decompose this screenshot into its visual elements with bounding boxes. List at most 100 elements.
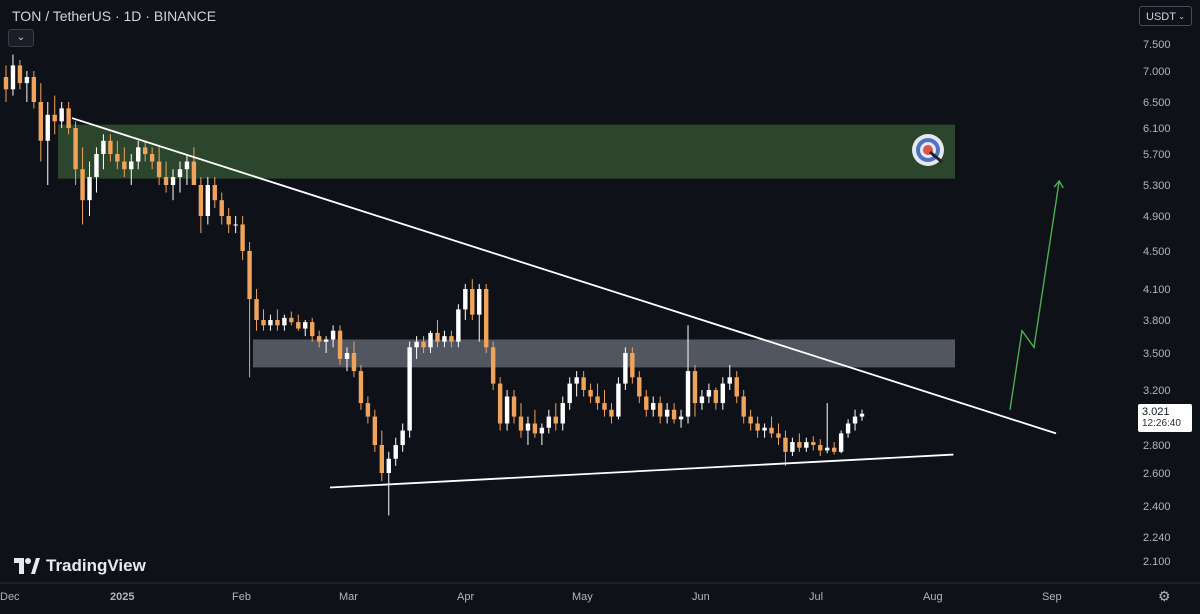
candle (261, 309, 266, 331)
candle (73, 121, 78, 185)
candle-body (358, 371, 364, 404)
candle-body (699, 396, 705, 404)
candle-body (38, 102, 43, 141)
candle-body (483, 289, 489, 348)
y-tick-label: 6.100 (1143, 123, 1171, 135)
candle-body (310, 322, 315, 337)
candle (456, 304, 461, 348)
x-tick-label: Sep (1042, 591, 1062, 603)
collapse-legend-button[interactable]: ⌄ (8, 29, 34, 47)
candle (87, 161, 92, 216)
candle-body (602, 403, 607, 410)
y-tick-label: 5.300 (1143, 180, 1171, 192)
candle-body (762, 427, 767, 431)
y-tick-label: 7.500 (1143, 39, 1171, 51)
candle (233, 216, 238, 234)
time-axis[interactable] (0, 583, 1200, 614)
candle-body (66, 108, 71, 128)
gear-icon[interactable]: ⚙ (1158, 588, 1171, 604)
candle (762, 423, 767, 438)
candle-body (282, 317, 287, 326)
candle-body (511, 396, 517, 417)
candle-body (156, 161, 162, 178)
candle (351, 341, 357, 378)
candle (845, 419, 851, 438)
price-axis[interactable] (1112, 0, 1200, 614)
candle (212, 177, 217, 209)
descending-resistance-trendline[interactable] (71, 117, 1057, 435)
candle (94, 147, 99, 193)
candle-body (546, 416, 552, 428)
candle (247, 241, 252, 378)
candle (80, 147, 85, 225)
candle (838, 430, 844, 454)
candle-body (337, 330, 343, 359)
currency-selector[interactable]: USDT ⌄ (1139, 6, 1192, 26)
candle (490, 341, 496, 390)
candle (720, 377, 726, 410)
candle (804, 437, 809, 452)
candle-body (191, 161, 197, 185)
last-price-value: 3.021 (1142, 406, 1170, 418)
candle (296, 314, 301, 331)
candle (630, 347, 635, 384)
x-tick-label: May (572, 591, 593, 603)
candle (275, 309, 280, 331)
candle (706, 383, 712, 404)
projection-path[interactable] (1009, 180, 1060, 410)
candle-body (31, 77, 37, 102)
projection-arrowhead (1053, 179, 1064, 189)
candle-body (456, 309, 461, 342)
y-tick-label: 7.000 (1143, 66, 1171, 78)
candle-body (254, 299, 259, 320)
ascending-support-trendline[interactable] (329, 453, 954, 489)
candle (776, 423, 781, 445)
candle-body (532, 423, 538, 434)
candle (268, 314, 273, 331)
candle (372, 409, 378, 452)
candle (344, 347, 350, 372)
candle-body (539, 427, 545, 434)
candle (671, 403, 677, 424)
y-tick-label: 5.700 (1143, 149, 1171, 161)
lines-layer (71, 117, 1064, 489)
candle (205, 177, 211, 225)
candle-body (108, 140, 113, 154)
candle-body (727, 377, 732, 384)
candle (463, 284, 468, 320)
candle (727, 364, 732, 390)
x-tick-label: Mar (339, 591, 358, 603)
candle-body (247, 251, 252, 300)
candle-body (184, 161, 190, 170)
y-tick-label: 6.500 (1143, 97, 1171, 109)
candle (678, 409, 684, 428)
tradingview-brand[interactable]: TradingView (14, 556, 146, 576)
candle-body (330, 330, 336, 340)
candle-body (553, 416, 558, 424)
candle-body (142, 147, 148, 154)
candle-body (852, 416, 858, 424)
candle-body (52, 114, 57, 122)
candle (553, 403, 558, 431)
candle (651, 396, 656, 417)
candle-body (713, 390, 719, 404)
candle (685, 325, 691, 424)
candle (316, 330, 322, 348)
candle (811, 436, 816, 451)
candle (442, 330, 447, 348)
candle (664, 403, 670, 424)
candle-body (490, 347, 496, 384)
candle-body (80, 169, 85, 201)
candle (783, 430, 788, 466)
candle-body (289, 317, 294, 323)
candle-body (10, 65, 16, 90)
candle-body (372, 416, 378, 445)
candle-body (616, 383, 621, 417)
candle (546, 409, 552, 434)
candle-body (734, 377, 739, 397)
candle (191, 147, 197, 185)
candle-body (595, 396, 600, 404)
candle (567, 377, 572, 410)
candle (755, 416, 760, 438)
